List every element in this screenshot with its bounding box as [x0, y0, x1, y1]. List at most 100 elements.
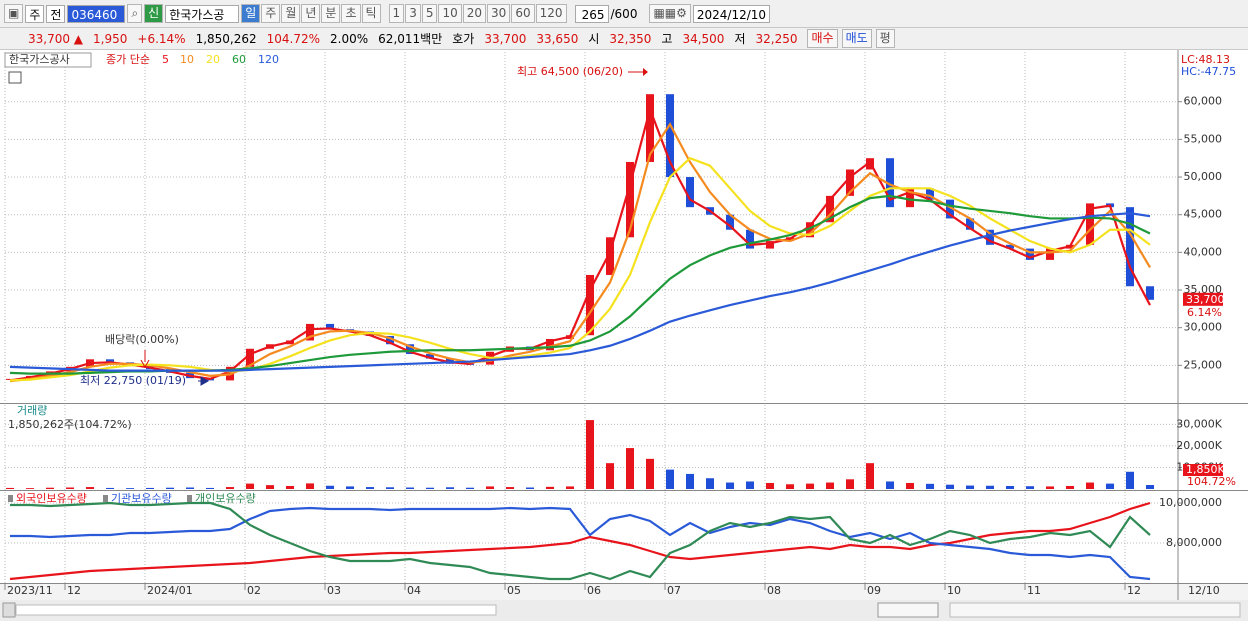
volume-bar	[966, 485, 974, 489]
scrollbar[interactable]	[15, 604, 497, 616]
calendar-icon[interactable]	[8, 71, 22, 84]
volume-bar	[266, 485, 274, 489]
y-tick-label: 50,000	[1184, 170, 1223, 183]
period-button[interactable]: 주	[261, 4, 281, 23]
candle-body	[1026, 248, 1034, 260]
interval-button[interactable]: 30	[487, 4, 511, 23]
legend-entry: 60	[232, 53, 246, 66]
high: 34,500	[682, 31, 725, 46]
info-bar: 33,700 ▲ 1,950 +6.14% 1,850,262 104.72% …	[0, 28, 1248, 50]
date-input[interactable]: 2024/12/10	[692, 4, 771, 23]
period-button[interactable]: 일	[241, 4, 261, 23]
low-label: 저	[734, 32, 746, 46]
candle-body	[1146, 286, 1154, 300]
volume-bar	[426, 487, 434, 489]
series-line	[9, 501, 1151, 581]
volume-bar	[366, 487, 374, 489]
mode-select[interactable]: 전	[46, 4, 66, 23]
volume-bar	[566, 486, 574, 489]
volume-bar	[246, 483, 254, 489]
series-line	[9, 156, 1151, 382]
volume-bar	[1126, 471, 1134, 489]
interval-button[interactable]: 120	[535, 4, 567, 23]
avg-button[interactable]: 평	[875, 29, 895, 48]
volume-bar	[226, 487, 234, 489]
volume-bar	[1086, 482, 1094, 489]
tool-icons[interactable]: ▦▦⚙	[649, 4, 691, 23]
series-line	[10, 506, 1151, 581]
candle-body	[1046, 248, 1054, 260]
background	[0, 50, 1248, 621]
x-tick-label: 2023/11	[7, 584, 53, 597]
count-input[interactable]: 265	[574, 4, 609, 23]
volume-bar	[686, 473, 694, 489]
volume-bar	[706, 478, 714, 489]
interval-button[interactable]: 5	[421, 4, 438, 23]
interval-button[interactable]: 1	[388, 4, 405, 23]
legend-marker	[103, 495, 108, 502]
period-button[interactable]: 틱	[361, 4, 381, 23]
volume-bar	[106, 487, 114, 489]
x-tick-label: 10	[947, 584, 961, 597]
volume-bar	[186, 487, 194, 489]
series-line	[9, 212, 1151, 372]
y-tick-label: 8,000,000	[1166, 536, 1222, 549]
legend-box	[4, 52, 92, 68]
code-input[interactable]: 036460	[67, 4, 126, 23]
low-annotation: 최저 22,750 (01/19)	[80, 374, 186, 387]
volume-bar	[626, 448, 634, 489]
market-select[interactable]: 주	[25, 4, 45, 23]
volume-bar	[6, 487, 14, 489]
volume-bar	[726, 482, 734, 489]
zoom-tools[interactable]	[949, 602, 1241, 618]
last-volume-label: 1,850K	[1186, 463, 1225, 476]
volume-bar	[526, 487, 534, 489]
interval-button[interactable]: 10	[438, 4, 462, 23]
legend-entry: 10	[180, 53, 194, 66]
volume-bar	[846, 479, 854, 489]
nav-buttons[interactable]	[877, 602, 939, 618]
last-volume-box	[1183, 464, 1223, 476]
period-button[interactable]: 월	[281, 4, 301, 23]
volume-bar	[206, 487, 214, 489]
interval-button[interactable]: 20	[462, 4, 487, 23]
period-button[interactable]: 초	[341, 4, 361, 23]
search-button[interactable]: ⌕	[127, 4, 143, 23]
candle-body	[1006, 244, 1014, 249]
volume-bar	[786, 484, 794, 489]
y-tick-label: 40,000	[1184, 245, 1223, 258]
candle-body	[826, 195, 834, 223]
candle-body	[106, 359, 114, 363]
candle-body	[986, 229, 994, 245]
interval-button[interactable]: 60	[511, 4, 535, 23]
high-label: 고	[661, 32, 673, 46]
x-tick-label: 12	[1127, 584, 1141, 597]
x-tick-label: 05	[507, 584, 521, 597]
candle-body	[666, 94, 674, 178]
scroll-left[interactable]	[2, 602, 16, 618]
event-annotation: 배당락(0.00%)	[105, 333, 179, 346]
buy-button[interactable]: 매수	[807, 29, 838, 48]
volume-bar	[326, 485, 334, 489]
sell-button[interactable]: 매도	[841, 29, 872, 48]
stock-name: 한국가스공	[165, 4, 240, 23]
volume-bar	[1046, 486, 1054, 489]
period-button[interactable]: 년	[301, 4, 321, 23]
volume-bar	[746, 481, 754, 489]
x-end-label: 12/10	[1188, 584, 1220, 597]
turnover: 2.00%	[330, 31, 369, 46]
interval-button[interactable]: 3	[405, 4, 421, 23]
period-button[interactable]: 분	[321, 4, 341, 23]
volume-bar	[506, 487, 514, 489]
chart-title: 한국가스공사	[9, 53, 70, 66]
volume-bar	[166, 487, 174, 489]
legend-entry: 개인보유수량	[195, 492, 256, 505]
volume-bar	[1026, 486, 1034, 489]
amount: 62,011백만	[378, 32, 443, 46]
series-line	[9, 105, 1151, 382]
x-tick-label: 07	[667, 584, 681, 597]
menu-icon[interactable]: ▣	[4, 4, 24, 23]
